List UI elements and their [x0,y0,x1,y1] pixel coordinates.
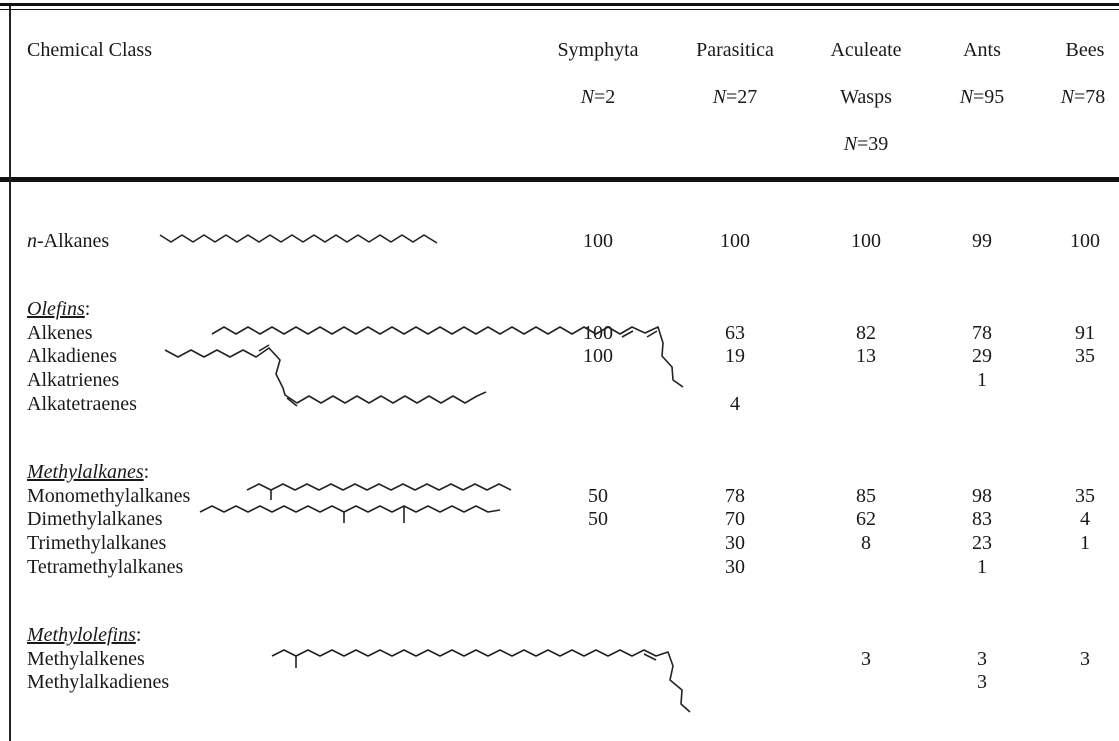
cell: 1 [977,369,987,391]
header-chemical-class: Chemical Class [27,39,152,61]
row-dimethylalkanes-label: Dimethylalkanes [27,508,163,530]
cell: 35 [1075,345,1095,367]
header-ants-n: N=95 [959,86,1005,108]
cell: 98 [972,485,992,507]
cell: 1 [977,556,987,578]
section-olefins-heading: Olefins: [27,298,91,320]
cell: 35 [1075,485,1095,507]
header-bees: Bees [1065,39,1105,61]
cell: 83 [972,508,992,530]
row-tetramethylalkanes-label: Tetramethylalkanes [27,556,184,578]
cell: 100 [583,345,613,367]
cell: 23 [972,532,992,554]
section-methylalkanes-heading: Methylalkanes: [27,461,150,483]
cell: 63 [725,322,745,344]
cell: 3 [861,648,871,670]
top-rule-thin [0,9,1119,10]
top-rule [0,3,1119,6]
cell: 4 [1080,508,1090,530]
cell: 82 [856,322,876,344]
cell: 4 [730,393,740,415]
header-symphyta: Symphyta [557,39,639,61]
header-aculeate-n: N=39 [843,133,889,155]
row-monomethylalkanes-label: Monomethylalkanes [27,485,191,507]
cell: 70 [725,508,745,530]
row-methylalkadienes-label: Methylalkadienes [27,671,170,693]
header-bees-n: N=78 [1060,86,1106,108]
cell: 3 [1080,648,1090,670]
cell: 99 [972,230,992,252]
cell: 30 [725,532,745,554]
cell: 3 [977,671,987,693]
row-trimethylalkanes-label: Trimethylalkanes [27,532,167,554]
cell: 78 [725,485,745,507]
header-aculeate: Aculeate [830,39,902,61]
cell: 19 [725,345,745,367]
row-methylalkenes-label: Methylalkenes [27,648,145,670]
cell: 91 [1075,322,1095,344]
cell: 30 [725,556,745,578]
row-alkatrienes-label: Alkatrienes [27,369,120,391]
cell: 29 [972,345,992,367]
header-parasitica: Parasitica [696,39,774,61]
cell: 100 [583,230,613,252]
header-ants: Ants [963,39,1001,61]
cell: 100 [851,230,881,252]
row-alkadienes-label: Alkadienes [27,345,117,367]
section-methylolefins-heading: Methylolefins: [27,624,142,646]
row-n-alkanes-label: n-Alkanes [27,230,110,252]
cell: 50 [588,508,608,530]
cell: 1 [1080,532,1090,554]
cell: 62 [856,508,876,530]
header-symphyta-n: N=2 [580,86,616,108]
row-alkatetraenes-label: Alkatetraenes [27,393,137,415]
row-alkenes-label: Alkenes [27,322,93,344]
cell: 85 [856,485,876,507]
cell: 100 [720,230,750,252]
header-wasps: Wasps [840,86,892,108]
cell: 8 [861,532,871,554]
left-border [9,6,11,741]
header-rule [0,177,1119,182]
cell: 50 [588,485,608,507]
cell: 78 [972,322,992,344]
cell: 100 [1070,230,1100,252]
cell: 3 [977,648,987,670]
header-parasitica-n: N=27 [712,86,758,108]
cell: 13 [856,345,876,367]
